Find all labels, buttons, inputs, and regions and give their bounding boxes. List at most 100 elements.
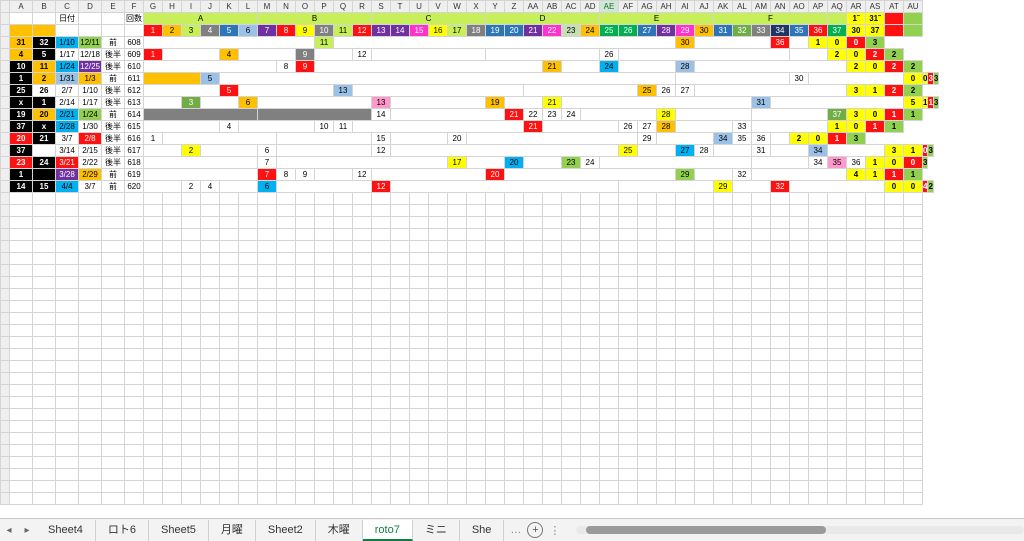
grid-cell[interactable] (903, 396, 923, 409)
grid-cell[interactable]: 22 (542, 24, 562, 37)
grid-cell[interactable] (295, 480, 315, 493)
grid-cell[interactable] (219, 432, 239, 445)
grid-cell[interactable] (428, 204, 448, 217)
grid-cell[interactable] (713, 288, 733, 301)
grid-cell[interactable] (789, 384, 809, 397)
grid-cell[interactable] (9, 420, 33, 433)
grid-cell[interactable] (276, 288, 296, 301)
grid-cell[interactable] (542, 468, 562, 481)
grid-cell[interactable] (447, 336, 467, 349)
grid-cell[interactable] (694, 300, 714, 313)
grid-cell[interactable] (162, 468, 182, 481)
grid-cell[interactable]: 0 (865, 60, 885, 73)
grid-cell[interactable] (371, 276, 391, 289)
grid-cell[interactable]: D (485, 12, 600, 25)
grid-cell[interactable] (32, 396, 56, 409)
grid-cell[interactable] (637, 192, 657, 205)
grid-cell[interactable] (485, 432, 505, 445)
grid-cell[interactable] (162, 48, 220, 61)
grid-cell[interactable] (32, 264, 56, 277)
grid-cell[interactable] (865, 312, 885, 325)
grid-cell[interactable] (808, 432, 828, 445)
grid-cell[interactable] (295, 396, 315, 409)
grid-cell[interactable] (390, 480, 410, 493)
grid-cell[interactable]: 1/30 (78, 120, 102, 133)
grid-cell[interactable] (865, 240, 885, 253)
grid-cell[interactable] (143, 468, 163, 481)
grid-cell[interactable] (694, 240, 714, 253)
grid-cell[interactable] (238, 240, 258, 253)
grid-cell[interactable] (447, 444, 467, 457)
grid-cell[interactable] (808, 312, 828, 325)
grid-cell[interactable] (78, 480, 102, 493)
grid-cell[interactable] (694, 456, 714, 469)
grid-cell[interactable] (637, 420, 657, 433)
grid-cell[interactable] (276, 264, 296, 277)
grid-cell[interactable] (101, 216, 125, 229)
grid-cell[interactable] (314, 480, 334, 493)
grid-cell[interactable]: 25 (637, 84, 657, 97)
grid-cell[interactable] (618, 348, 638, 361)
grid-cell[interactable] (846, 396, 866, 409)
grid-cell[interactable] (390, 132, 448, 145)
grid-cell[interactable] (32, 324, 56, 337)
grid-cell[interactable] (637, 348, 657, 361)
grid-cell[interactable] (884, 324, 904, 337)
grid-cell[interactable] (884, 276, 904, 289)
grid-cell[interactable] (808, 396, 828, 409)
grid-cell[interactable] (428, 324, 448, 337)
grid-cell[interactable]: 6 (238, 96, 258, 109)
grid-cell[interactable] (523, 468, 543, 481)
grid-cell[interactable] (162, 396, 182, 409)
grid-cell[interactable] (200, 228, 220, 241)
grid-cell[interactable] (181, 192, 201, 205)
grid-cell[interactable] (78, 468, 102, 481)
grid-cell[interactable] (580, 324, 600, 337)
grid-cell[interactable] (55, 276, 79, 289)
grid-cell[interactable] (656, 192, 676, 205)
grid-cell[interactable] (181, 264, 201, 277)
grid-cell[interactable] (770, 396, 790, 409)
grid-cell[interactable] (789, 492, 809, 505)
grid-cell[interactable] (542, 288, 562, 301)
grid-cell[interactable] (770, 348, 790, 361)
grid-cell[interactable] (447, 312, 467, 325)
grid-cell[interactable] (333, 228, 353, 241)
grid-cell[interactable] (276, 348, 296, 361)
grid-cell[interactable] (257, 480, 277, 493)
sheet-tab[interactable]: roto7 (362, 519, 413, 541)
grid-cell[interactable] (55, 312, 79, 325)
grid-cell[interactable]: 36 (846, 156, 866, 169)
grid-cell[interactable] (561, 300, 581, 313)
grid-cell[interactable] (238, 288, 258, 301)
grid-cell[interactable] (656, 276, 676, 289)
grid-cell[interactable] (675, 480, 695, 493)
grid-cell[interactable]: 26 (618, 120, 638, 133)
grid-cell[interactable] (78, 252, 102, 265)
grid-cell[interactable] (466, 360, 486, 373)
grid-cell[interactable]: 15 (32, 180, 56, 193)
grid-cell[interactable] (865, 288, 885, 301)
grid-cell[interactable] (713, 444, 733, 457)
grid-cell[interactable] (675, 420, 695, 433)
grid-cell[interactable] (352, 420, 372, 433)
grid-cell[interactable] (143, 348, 163, 361)
grid-cell[interactable] (447, 264, 467, 277)
grid-cell[interactable] (884, 396, 904, 409)
grid-cell[interactable] (485, 324, 505, 337)
grid-cell[interactable]: 12/25 (78, 60, 102, 73)
grid-cell[interactable] (618, 396, 638, 409)
grid-cell[interactable] (485, 264, 505, 277)
grid-cell[interactable] (466, 192, 486, 205)
grid-cell[interactable] (618, 192, 638, 205)
grid-cell[interactable] (846, 300, 866, 313)
grid-cell[interactable] (390, 144, 619, 157)
grid-cell[interactable] (371, 288, 391, 301)
grid-cell[interactable] (162, 456, 182, 469)
grid-cell[interactable] (675, 324, 695, 337)
grid-cell[interactable] (295, 372, 315, 385)
grid-cell[interactable] (485, 456, 505, 469)
grid-cell[interactable] (523, 432, 543, 445)
grid-cell[interactable] (352, 396, 372, 409)
grid-cell[interactable] (770, 468, 790, 481)
